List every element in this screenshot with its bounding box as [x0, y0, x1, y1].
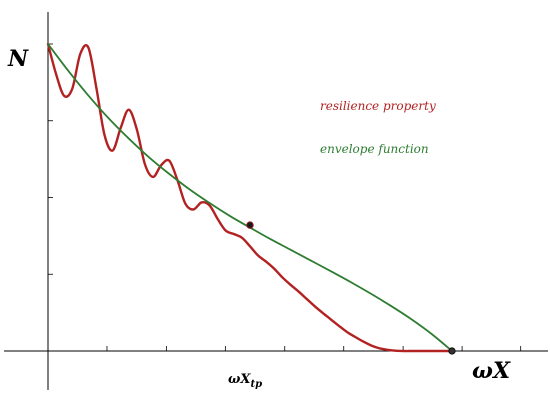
y-axis-label: N: [7, 46, 29, 72]
ticks: [48, 43, 522, 351]
series-envelope-function: [47, 43, 453, 352]
series-resilience-property: [46, 42, 454, 353]
legend-resilience-property: resilience property: [320, 99, 436, 113]
end-point-marker: [448, 347, 456, 355]
tp-annotation-label: ωXtp: [228, 372, 262, 390]
legend: resilience property envelope function: [320, 99, 436, 156]
series-layer: [46, 42, 456, 355]
tp-point-marker: [246, 221, 254, 229]
legend-envelope-function: envelope function: [320, 142, 429, 156]
axes: [4, 12, 548, 390]
x-axis-label: ωX: [472, 358, 511, 384]
